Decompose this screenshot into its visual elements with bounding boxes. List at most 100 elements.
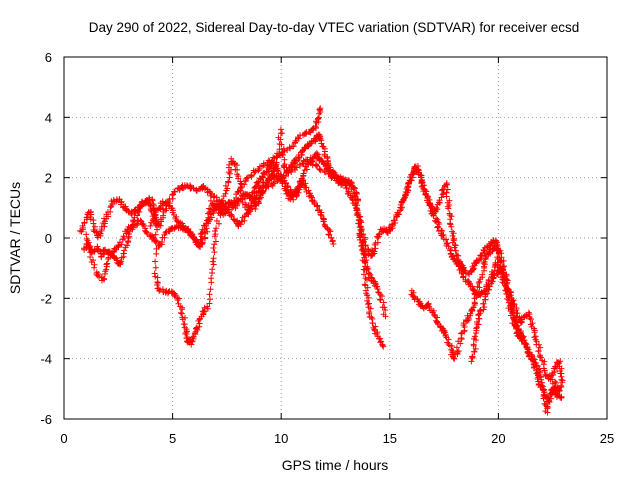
data-point xyxy=(369,320,376,327)
data-point xyxy=(315,115,322,122)
data-point xyxy=(361,236,368,243)
data-point xyxy=(280,145,287,152)
data-point xyxy=(443,193,450,200)
data-point xyxy=(474,283,481,290)
data-point xyxy=(347,181,354,188)
data-point xyxy=(473,325,480,332)
data-point xyxy=(317,211,324,218)
data-point xyxy=(354,202,361,209)
data-point xyxy=(481,258,488,265)
data-point xyxy=(454,252,461,259)
data-point xyxy=(481,247,488,254)
data-point xyxy=(444,240,451,247)
data-point xyxy=(156,222,163,229)
data-point xyxy=(470,335,477,342)
data-point xyxy=(207,296,214,303)
data-point xyxy=(159,198,166,205)
data-point xyxy=(95,271,102,278)
data-point xyxy=(423,192,430,199)
data-point xyxy=(524,349,531,356)
data-point xyxy=(416,301,423,308)
data-point xyxy=(358,239,365,246)
y-tick-label: 6 xyxy=(45,50,52,65)
x-tick-label: 5 xyxy=(169,431,176,446)
data-point xyxy=(351,194,358,201)
data-point xyxy=(382,306,389,313)
data-point xyxy=(450,230,457,237)
data-point xyxy=(366,310,373,317)
data-point xyxy=(208,275,215,282)
data-point xyxy=(225,199,232,206)
data-point xyxy=(224,185,231,192)
data-point xyxy=(91,223,98,230)
data-point xyxy=(372,245,379,252)
data-point xyxy=(375,231,382,238)
data-point xyxy=(174,297,181,304)
data-point xyxy=(557,382,564,389)
y-tick-label: 4 xyxy=(45,110,52,125)
data-point xyxy=(137,217,144,224)
data-point xyxy=(177,309,184,316)
data-point xyxy=(541,358,548,365)
data-point xyxy=(213,225,220,232)
data-point xyxy=(343,184,350,191)
data-point xyxy=(378,338,385,345)
data-point xyxy=(94,247,101,254)
data-point xyxy=(442,331,449,338)
data-point xyxy=(253,183,260,190)
data-point xyxy=(536,353,543,360)
data-point xyxy=(103,266,110,273)
data-point xyxy=(301,167,308,174)
data-point xyxy=(316,166,323,173)
data-point xyxy=(209,266,216,273)
data-point xyxy=(503,287,510,294)
data-point xyxy=(497,257,504,264)
data-point xyxy=(505,297,512,304)
data-point xyxy=(434,223,441,230)
data-point xyxy=(87,216,94,223)
data-point xyxy=(193,325,200,332)
data-point xyxy=(273,154,280,161)
data-point xyxy=(499,270,506,277)
data-point xyxy=(252,183,259,190)
data-point xyxy=(511,321,518,328)
data-point xyxy=(539,385,546,392)
data-point xyxy=(208,214,215,221)
data-point xyxy=(318,212,325,219)
data-point xyxy=(312,162,319,169)
data-point xyxy=(491,272,498,279)
data-point xyxy=(378,293,385,300)
data-point xyxy=(191,233,198,240)
data-point xyxy=(448,213,455,220)
data-point xyxy=(286,144,293,151)
data-point xyxy=(144,230,151,237)
data-point xyxy=(330,241,337,248)
data-point xyxy=(521,341,528,348)
data-point xyxy=(535,347,542,354)
data-point xyxy=(458,261,465,268)
data-point xyxy=(149,197,156,204)
data-point xyxy=(500,257,507,264)
chart-title: Day 290 of 2022, Sidereal Day-to-day VTE… xyxy=(89,20,579,35)
data-point xyxy=(274,167,281,174)
data-point xyxy=(362,275,369,282)
data-point xyxy=(201,230,208,237)
data-point xyxy=(451,244,458,251)
data-point xyxy=(204,228,211,235)
data-point xyxy=(471,348,478,355)
satellite-track-7 xyxy=(468,265,526,365)
data-point xyxy=(274,150,281,157)
data-point xyxy=(237,188,244,195)
data-points xyxy=(77,105,566,416)
data-point xyxy=(88,259,95,266)
data-point xyxy=(218,207,225,214)
data-point xyxy=(458,270,465,277)
data-point xyxy=(129,222,136,229)
data-point xyxy=(405,180,412,187)
data-point xyxy=(364,276,371,283)
data-point xyxy=(277,136,284,143)
data-point xyxy=(189,334,196,341)
data-point xyxy=(210,244,217,251)
data-point xyxy=(91,264,98,271)
data-point xyxy=(158,239,165,246)
